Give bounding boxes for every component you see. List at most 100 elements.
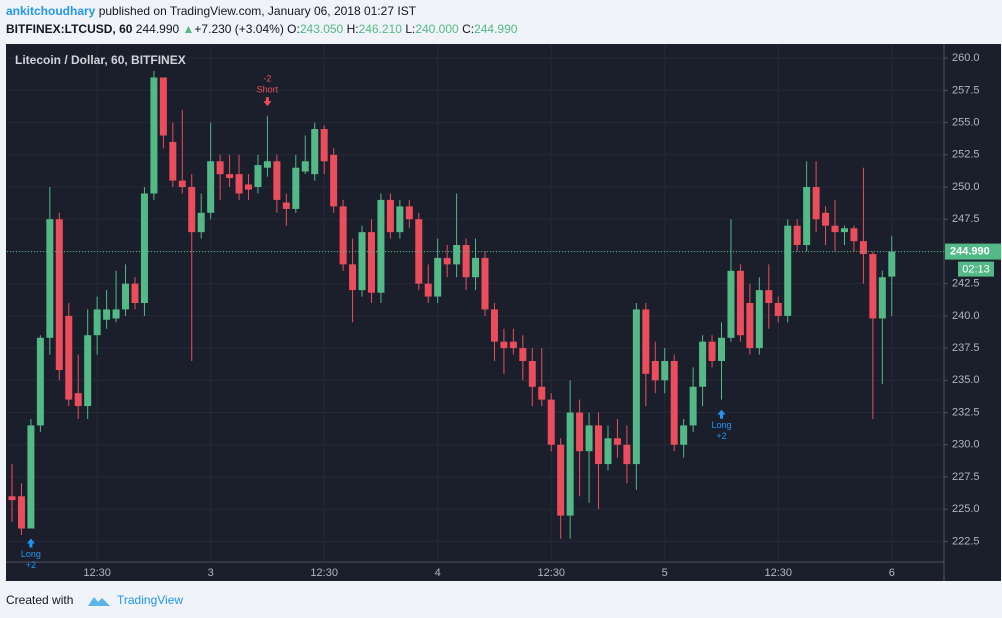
logo: [88, 597, 110, 606]
candle-body: [613, 438, 621, 445]
price: 244.990: [135, 22, 180, 36]
candle-body: [736, 270, 744, 336]
footer-brand[interactable]: TradingView: [117, 593, 183, 607]
candle-body: [169, 141, 177, 181]
ohlc-value: 246.210: [358, 22, 402, 36]
candle-body: [746, 303, 754, 349]
short-arrow: [263, 97, 272, 107]
candle-body: [661, 360, 669, 381]
header-line: ankitchoudhary published on TradingView.…: [6, 4, 416, 18]
candle-body: [623, 444, 631, 465]
candle-body: [784, 225, 792, 316]
candle-body: [131, 283, 139, 303]
candle-body: [320, 129, 328, 162]
y-tick-label: 255.0: [952, 117, 980, 129]
y-tick-label: 240.0: [952, 310, 980, 322]
candle-body: [292, 167, 300, 209]
y-tick-label: 250.0: [952, 181, 980, 193]
candle-body: [55, 219, 63, 371]
y-tick-label: 242.5: [952, 278, 980, 290]
candle-body: [140, 193, 148, 303]
candle-body: [689, 386, 697, 426]
arrow: ▲: [182, 22, 195, 36]
candle-body: [17, 496, 25, 529]
candle-body: [188, 187, 196, 233]
candle-body: [216, 161, 224, 175]
candle-body: [282, 202, 290, 209]
candle-body: [774, 303, 782, 316]
candle-body: [65, 315, 73, 400]
candle-body: [670, 360, 678, 445]
candle-body: [519, 348, 527, 361]
change: +7.230 (+3.04%): [194, 22, 284, 36]
candle-body: [538, 386, 546, 400]
y-tick-label: 222.5: [952, 535, 980, 547]
y-tick-label: 257.5: [952, 84, 980, 96]
x-tick-label: 12:30: [764, 567, 792, 579]
candle-body: [301, 161, 309, 172]
candle-body: [490, 309, 498, 342]
candle-body: [453, 245, 461, 265]
last-price-label: 244.990: [950, 245, 990, 257]
countdown-box: [958, 261, 994, 277]
y-tick-label: 260.0: [952, 52, 980, 64]
x-tick-label: 3: [208, 567, 214, 579]
candle-body: [377, 199, 385, 293]
candle-body: [263, 161, 271, 168]
candle-body: [878, 277, 886, 319]
candle-body: [93, 309, 101, 336]
candle-body: [235, 174, 243, 194]
candle-body: [36, 337, 44, 426]
candle-body: [557, 444, 565, 516]
candle-body: [472, 257, 480, 278]
candle-body: [226, 174, 234, 179]
y-tick-label: 232.5: [952, 406, 980, 418]
candle-body: [396, 206, 404, 233]
annotation-label: Short: [257, 85, 279, 95]
candle-body: [869, 254, 877, 319]
x-tick-label: 6: [889, 567, 895, 579]
candle-body: [8, 496, 16, 501]
ohlc-value: 243.050: [299, 22, 344, 36]
candle-body: [793, 225, 801, 246]
candle-body: [812, 187, 820, 220]
ohlc-label: C:: [462, 22, 475, 36]
ohlc-label: L:: [405, 22, 416, 36]
candle-body: [84, 335, 92, 407]
y-tick-label: 225.0: [952, 503, 980, 515]
candle-body: [642, 309, 650, 374]
ohlc-value: 244.990: [474, 22, 518, 36]
annotation-label: Long: [711, 420, 731, 430]
candle-body: [46, 219, 54, 338]
candle-body: [405, 206, 413, 220]
candle-body: [74, 393, 82, 407]
candle-body: [651, 360, 659, 381]
x-tick-label: 4: [435, 567, 441, 579]
symbol: BITFINEX:LTCUSD, 60: [6, 22, 133, 36]
countdown: 02:13: [962, 263, 990, 275]
candle-body: [859, 241, 867, 255]
ohlc-label: O:: [287, 22, 300, 36]
author[interactable]: ankitchoudhary: [6, 4, 96, 18]
candle-body: [803, 187, 811, 246]
candle-body: [888, 251, 896, 277]
candle-body: [434, 257, 442, 297]
candle-body: [254, 165, 262, 188]
y-tick-label: 247.5: [952, 213, 980, 225]
candle-body: [245, 184, 252, 190]
candle-body: [462, 245, 470, 278]
y-tick-label: 235.0: [952, 374, 980, 386]
candle-body: [604, 438, 612, 465]
candle-body: [273, 161, 281, 200]
candle-body: [585, 425, 593, 452]
chart-title: Litecoin / Dollar, 60, BITFINEX: [15, 53, 186, 67]
ohlc-label: H:: [346, 22, 359, 36]
candle-body: [528, 360, 536, 387]
candle-body: [727, 270, 735, 338]
candle-body: [424, 283, 432, 297]
candle-body: [178, 180, 186, 188]
symbol-line: BITFINEX:LTCUSD, 60 244.990 ▲+7.230 (+3.…: [6, 22, 517, 36]
candle-body: [566, 412, 574, 516]
candle-body: [112, 309, 120, 319]
